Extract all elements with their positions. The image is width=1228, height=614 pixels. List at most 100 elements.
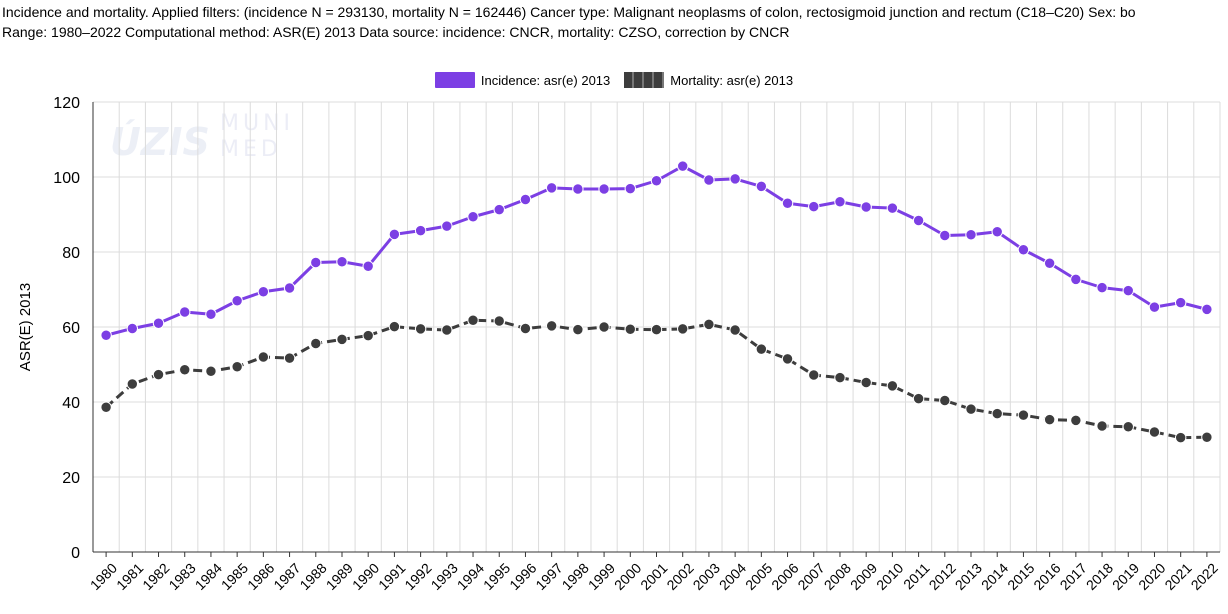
- legend-swatch-incidence: [434, 72, 475, 88]
- x-tick-label: 1981: [113, 560, 146, 593]
- data-point-incidence[interactable]: [362, 260, 374, 272]
- data-point-incidence[interactable]: [1017, 244, 1030, 256]
- data-point-mortality[interactable]: [1096, 420, 1108, 432]
- data-point-mortality[interactable]: [1070, 414, 1082, 427]
- data-point-incidence[interactable]: [1201, 303, 1213, 316]
- data-point-mortality[interactable]: [257, 351, 270, 363]
- data-point-incidence[interactable]: [912, 214, 925, 227]
- data-point-incidence[interactable]: [231, 295, 243, 307]
- data-point-mortality[interactable]: [179, 364, 191, 376]
- legend-item-incidence[interactable]: Incidence: asr(e) 2013: [434, 72, 610, 88]
- data-point-incidence[interactable]: [1174, 296, 1187, 309]
- data-point-mortality[interactable]: [1201, 431, 1213, 443]
- x-tick-label: 2014: [978, 560, 1011, 593]
- data-point-incidence[interactable]: [441, 220, 453, 232]
- data-point-incidence[interactable]: [755, 180, 768, 193]
- data-point-mortality[interactable]: [152, 368, 165, 381]
- data-point-mortality[interactable]: [493, 315, 505, 327]
- data-point-mortality[interactable]: [519, 322, 532, 335]
- data-point-incidence[interactable]: [703, 174, 715, 186]
- data-point-mortality[interactable]: [126, 378, 139, 390]
- data-point-incidence[interactable]: [179, 306, 191, 318]
- data-point-incidence[interactable]: [257, 286, 270, 298]
- data-point-mortality[interactable]: [1043, 413, 1056, 426]
- data-point-incidence[interactable]: [991, 226, 1003, 238]
- data-point-mortality[interactable]: [1148, 426, 1161, 438]
- data-point-mortality[interactable]: [729, 324, 741, 336]
- data-point-incidence[interactable]: [677, 160, 689, 172]
- data-point-incidence[interactable]: [126, 322, 139, 335]
- x-tick-label: 2009: [847, 560, 880, 593]
- data-point-incidence[interactable]: [1122, 284, 1134, 297]
- data-point-mortality[interactable]: [572, 323, 584, 336]
- data-point-incidence[interactable]: [808, 200, 820, 213]
- data-point-incidence[interactable]: [100, 329, 112, 341]
- data-point-incidence[interactable]: [310, 256, 322, 269]
- data-point-incidence[interactable]: [388, 228, 401, 241]
- x-tick-label: 1989: [323, 560, 356, 593]
- data-point-incidence[interactable]: [598, 183, 610, 195]
- data-point-incidence[interactable]: [336, 256, 348, 268]
- data-point-mortality[interactable]: [650, 323, 663, 336]
- data-point-mortality[interactable]: [231, 361, 243, 373]
- data-point-incidence[interactable]: [1148, 301, 1161, 313]
- data-point-mortality[interactable]: [388, 320, 401, 333]
- data-point-mortality[interactable]: [939, 394, 951, 407]
- y-axis-label: ASR(E) 2013: [17, 283, 34, 371]
- data-point-mortality[interactable]: [545, 320, 558, 332]
- data-point-mortality[interactable]: [991, 407, 1003, 420]
- data-point-mortality[interactable]: [467, 314, 479, 326]
- data-point-mortality[interactable]: [965, 403, 977, 415]
- x-tick-label: 1990: [349, 560, 382, 593]
- data-point-incidence[interactable]: [545, 182, 558, 194]
- data-point-incidence[interactable]: [939, 229, 951, 242]
- data-point-mortality[interactable]: [414, 323, 427, 335]
- data-point-mortality[interactable]: [912, 392, 925, 405]
- data-point-incidence[interactable]: [781, 197, 794, 209]
- data-point-mortality[interactable]: [755, 343, 768, 355]
- data-point-mortality[interactable]: [703, 318, 715, 331]
- data-point-mortality[interactable]: [1122, 421, 1134, 433]
- data-point-incidence[interactable]: [1096, 281, 1108, 294]
- data-point-incidence[interactable]: [965, 229, 977, 241]
- data-point-mortality[interactable]: [886, 380, 899, 392]
- data-point-mortality[interactable]: [781, 353, 794, 365]
- data-point-mortality[interactable]: [808, 369, 820, 381]
- data-point-mortality[interactable]: [677, 323, 689, 335]
- data-point-incidence[interactable]: [493, 203, 505, 216]
- data-point-incidence[interactable]: [283, 282, 296, 294]
- data-point-incidence[interactable]: [572, 183, 584, 195]
- data-point-incidence[interactable]: [860, 201, 872, 213]
- data-point-incidence[interactable]: [519, 193, 532, 206]
- x-tick-label: 2012: [926, 560, 959, 593]
- data-point-incidence[interactable]: [729, 173, 741, 185]
- data-point-incidence[interactable]: [1043, 257, 1056, 269]
- data-point-incidence[interactable]: [414, 224, 427, 237]
- data-point-mortality[interactable]: [1017, 409, 1030, 421]
- data-point-mortality[interactable]: [834, 371, 846, 384]
- x-tick-label: 1984: [192, 560, 225, 593]
- legend-item-mortality[interactable]: Mortality: asr(e) 2013: [624, 72, 793, 88]
- data-point-incidence[interactable]: [1070, 273, 1082, 286]
- data-point-incidence[interactable]: [467, 211, 479, 223]
- data-point-incidence[interactable]: [152, 317, 165, 329]
- data-point-incidence[interactable]: [624, 182, 636, 195]
- data-point-mortality[interactable]: [362, 329, 374, 342]
- data-point-mortality[interactable]: [336, 333, 348, 346]
- data-point-mortality[interactable]: [441, 324, 453, 336]
- data-point-incidence[interactable]: [834, 196, 846, 208]
- data-point-incidence[interactable]: [650, 175, 663, 187]
- x-tick-label: 2017: [1057, 560, 1090, 593]
- x-tick-label: 2004: [716, 560, 749, 593]
- data-point-mortality[interactable]: [1174, 431, 1187, 444]
- data-point-mortality[interactable]: [205, 365, 217, 377]
- data-point-incidence[interactable]: [205, 308, 217, 320]
- data-point-mortality[interactable]: [283, 352, 296, 364]
- data-point-mortality[interactable]: [624, 323, 636, 335]
- data-point-mortality[interactable]: [310, 337, 322, 350]
- data-point-incidence[interactable]: [886, 202, 899, 214]
- data-point-mortality[interactable]: [598, 321, 610, 333]
- x-tick-label: 2022: [1188, 560, 1221, 593]
- data-point-mortality[interactable]: [100, 401, 112, 413]
- data-point-mortality[interactable]: [860, 376, 872, 389]
